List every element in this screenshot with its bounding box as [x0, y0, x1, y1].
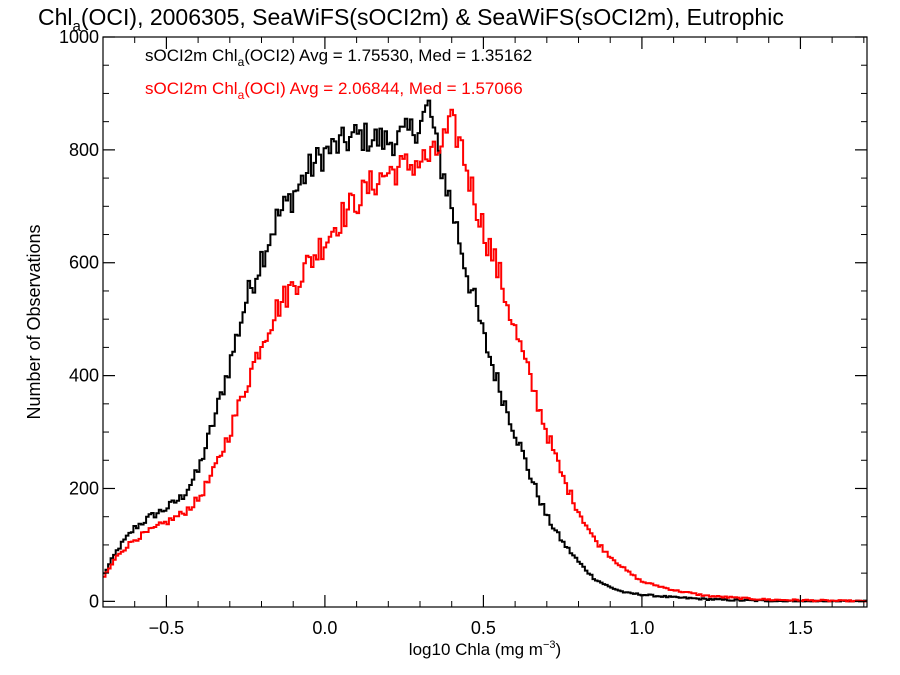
legend-entry-1: sOCI2m Chla(OCI2) Avg = 1.75530, Med = 1…: [145, 46, 532, 69]
chart-title: Chla(OCI), 2006305, SeaWiFS(sOCI2m) & Se…: [38, 4, 784, 35]
chart-text-group: −0.5 0.0 0.5 1.0 1.502004006008001000Chla(OC…: [24, 4, 813, 659]
x-tick-label: 0.0: [312, 618, 337, 638]
y-tick-label: 600: [69, 253, 99, 273]
x-axis-label: log10 Chla (mg m−3): [409, 639, 561, 659]
y-tick-label: 400: [69, 366, 99, 386]
legend-text-subscript: a: [238, 55, 245, 69]
axes-group: [102, 36, 868, 608]
chart-title-pre: Chl: [38, 4, 73, 30]
plot-lines-group: [103, 99, 867, 603]
x-axis-label-pre: log10 Chla (mg m: [409, 640, 543, 659]
x-axis-label-post: ): [556, 640, 562, 659]
legend-text-pre: sOCI2m Chl: [145, 79, 238, 98]
x-tick-label: 1.5: [788, 618, 813, 638]
y-axis-label: Number of Observations: [24, 224, 44, 419]
y-tick-label: 1000: [59, 27, 99, 47]
chart-title-post: (OCI), 2006305, SeaWiFS(sOCI2m) & SeaWiF…: [81, 4, 784, 30]
legend-text-post: (OCI2) Avg = 1.75530, Med = 1.35162: [244, 46, 532, 65]
legend-text-subscript: a: [238, 88, 245, 102]
chart-title-subscript: a: [73, 18, 82, 35]
legend-text-pre: sOCI2m Chl: [145, 46, 238, 65]
plot-frame: [102, 36, 868, 608]
series-2-histogram-line: [103, 108, 867, 603]
y-tick-label: 200: [69, 478, 99, 498]
x-tick-label: 1.0: [629, 618, 654, 638]
x-tick-label: 0.5: [471, 618, 496, 638]
legend-entry-2: sOCI2m Chla(OCI) Avg = 2.06844, Med = 1.…: [145, 79, 523, 102]
x-axis-label-superscript: −3: [543, 639, 556, 651]
series-1-histogram-line: [103, 99, 867, 603]
y-tick-label: 0: [89, 591, 99, 611]
x-tick-label: −0.5: [149, 618, 185, 638]
legend-text-post: (OCI) Avg = 2.06844, Med = 1.57066: [244, 79, 522, 98]
y-tick-label: 800: [69, 140, 99, 160]
